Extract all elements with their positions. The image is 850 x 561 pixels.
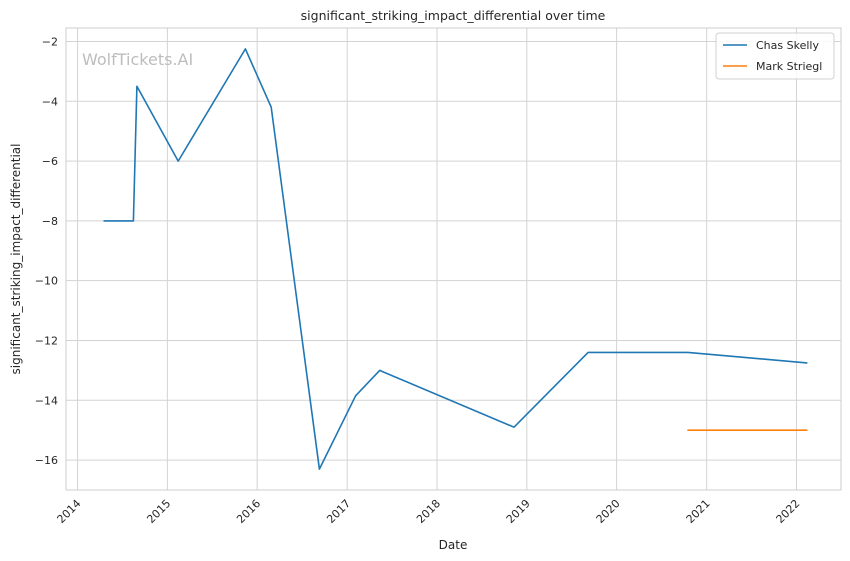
- plot-area-frame: [65, 27, 842, 491]
- series-line-chas-skelly: [103, 48, 808, 470]
- y-tick-label: −12: [35, 334, 58, 347]
- y-tick-label: −10: [35, 275, 58, 288]
- y-tick-labels: −16 −14 −12 −10 −8 −6 −4 −2: [35, 35, 58, 467]
- y-tick-label: −14: [35, 394, 58, 407]
- chart-title: significant_striking_impact_differential…: [301, 8, 606, 23]
- legend-label-chas-skelly: Chas Skelly: [756, 39, 819, 52]
- legend: Chas Skelly Mark Striegl: [715, 32, 835, 80]
- y-tick-label: −2: [42, 35, 58, 48]
- y-axis-title: significant_striking_impact_differential: [9, 144, 23, 375]
- y-tick-label: −4: [42, 95, 58, 108]
- y-tick-label: −16: [35, 454, 58, 467]
- y-tick-label: −6: [42, 155, 58, 168]
- series-layer: [103, 48, 808, 470]
- legend-label-mark-striegl: Mark Striegl: [756, 60, 822, 73]
- y-tick-label: −8: [42, 215, 58, 228]
- watermark: WolfTickets.AI: [82, 50, 193, 69]
- x-axis-title: Date: [439, 538, 468, 552]
- grid-layer: [66, 28, 841, 490]
